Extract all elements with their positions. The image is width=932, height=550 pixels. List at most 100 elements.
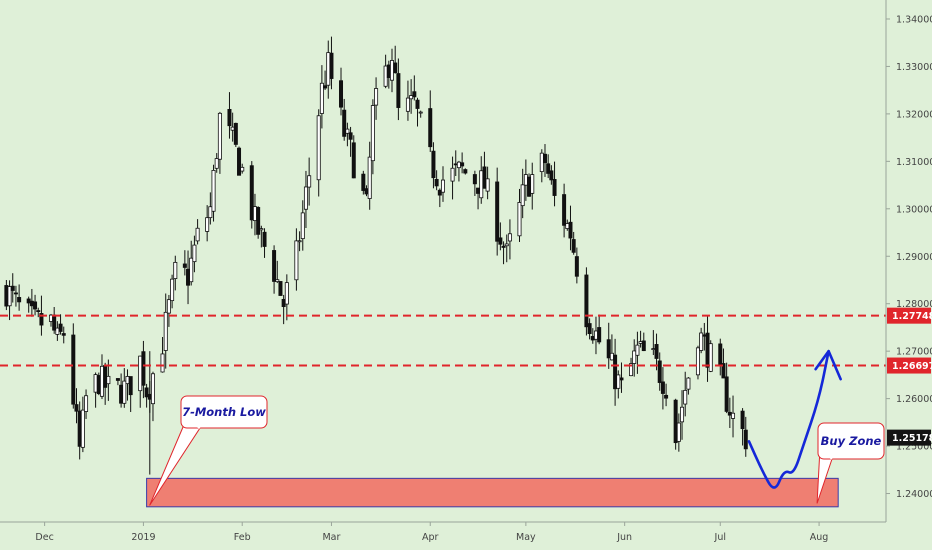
candle <box>683 371 688 417</box>
candle <box>272 245 277 294</box>
candle <box>664 383 669 407</box>
candle <box>173 255 178 291</box>
candle <box>597 314 602 345</box>
x-tick-label: Aug <box>810 532 829 543</box>
candle <box>58 314 63 335</box>
candle <box>367 141 372 210</box>
candle <box>507 219 512 260</box>
y-tick-label: 1.32000 <box>896 109 932 120</box>
candle <box>552 161 557 207</box>
y-tick-label: 1.25000 <box>896 442 932 453</box>
price-tag: 1.25178 <box>887 429 932 446</box>
buy-zone-box <box>146 477 839 508</box>
candle <box>428 90 433 152</box>
y-tick-label: 1.31000 <box>896 157 932 168</box>
x-tick-label: May <box>516 532 536 543</box>
buy-zone-callout-label: Buy Zone <box>821 434 882 448</box>
candle <box>284 274 289 321</box>
candle <box>437 188 442 208</box>
candle <box>74 388 79 424</box>
candle <box>613 338 618 406</box>
candle <box>348 126 353 157</box>
candle <box>13 285 18 307</box>
candle <box>485 166 490 200</box>
candle <box>657 352 662 391</box>
candle <box>743 416 748 457</box>
candle <box>208 192 213 225</box>
candle <box>415 97 420 127</box>
candle <box>396 58 401 121</box>
candle <box>606 322 611 369</box>
candle <box>374 77 379 120</box>
candle <box>616 370 621 399</box>
candle <box>654 333 659 371</box>
candle <box>460 152 465 174</box>
candle <box>635 331 640 374</box>
candle <box>629 357 634 377</box>
candle <box>463 168 468 175</box>
candle <box>233 122 238 147</box>
candle <box>434 170 439 191</box>
candle <box>122 368 127 408</box>
candle <box>632 339 637 377</box>
candle <box>170 274 175 309</box>
candle <box>36 307 41 318</box>
projection-arrowhead <box>814 349 842 381</box>
candle <box>571 231 576 255</box>
candle <box>731 395 736 438</box>
x-tick-label: Jul <box>714 532 726 543</box>
candle <box>240 163 245 174</box>
candle <box>17 284 22 311</box>
x-tick-label: Apr <box>422 532 439 543</box>
candle <box>504 234 509 263</box>
candle <box>562 183 567 238</box>
buy-zone-callout: Buy Zone <box>816 422 885 504</box>
candle <box>189 240 194 286</box>
candle <box>721 348 726 379</box>
candle <box>205 205 210 242</box>
candle <box>7 280 12 321</box>
x-tick-label: 2019 <box>131 532 155 543</box>
candle <box>351 135 356 179</box>
price-tag-label: 1.25178 <box>892 433 932 444</box>
candle <box>520 168 525 219</box>
candle <box>71 323 76 409</box>
candle <box>370 99 375 175</box>
candle <box>249 161 254 229</box>
candle <box>227 92 232 139</box>
candle <box>303 170 308 228</box>
candle <box>676 413 681 452</box>
candle <box>278 281 283 296</box>
candle <box>680 390 685 440</box>
candle <box>294 228 299 291</box>
candle <box>498 222 503 251</box>
candle <box>10 273 15 303</box>
candle <box>418 110 423 118</box>
price-tag-label: 1.27748 <box>892 311 932 322</box>
candle <box>33 294 38 316</box>
candle <box>501 241 506 265</box>
candle <box>214 153 219 173</box>
candle <box>495 167 500 256</box>
candle <box>323 70 328 91</box>
price-tag: 1.26697 <box>887 357 932 374</box>
y-tick-label: 1.24000 <box>896 489 932 500</box>
candle <box>80 396 85 453</box>
candle <box>259 225 264 248</box>
candle <box>708 340 713 373</box>
candle <box>546 154 551 179</box>
candle <box>339 67 344 116</box>
x-tick-label: Mar <box>322 532 340 543</box>
candle <box>150 371 155 422</box>
candle <box>166 294 171 327</box>
candle <box>695 345 700 380</box>
candle <box>297 231 302 252</box>
candle <box>361 170 366 195</box>
candle <box>412 75 417 101</box>
candle <box>542 144 547 177</box>
candle <box>619 362 624 393</box>
candle <box>237 146 242 176</box>
candle <box>660 367 665 410</box>
candle <box>450 156 455 200</box>
